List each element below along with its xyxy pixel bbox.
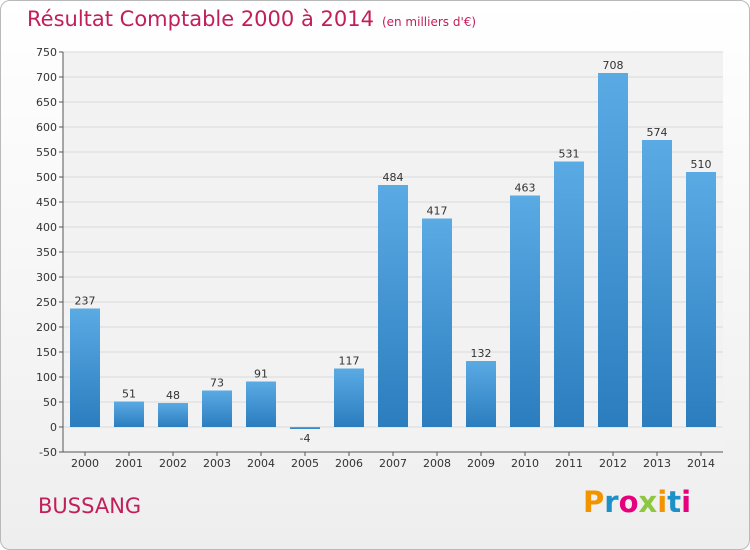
x-tick-label: 2006 [335, 457, 363, 470]
bar [290, 427, 320, 429]
chart-title: Résultat Comptable 2000 à 2014 (en millie… [27, 7, 477, 31]
bar [70, 308, 100, 427]
x-tick-label: 2002 [159, 457, 187, 470]
y-tick-label: 350 [36, 246, 57, 259]
data-label: 417 [427, 205, 448, 218]
y-tick-label: 500 [36, 171, 57, 184]
data-label: 237 [75, 295, 96, 308]
y-tick-label: 650 [36, 96, 57, 109]
logo-letter: i [681, 485, 692, 519]
bar [686, 172, 716, 427]
logo-letter: o [618, 485, 639, 519]
y-tick-label: 750 [36, 46, 57, 59]
y-tick-label: 50 [43, 396, 57, 409]
bar [114, 401, 144, 427]
data-label: 463 [515, 182, 536, 195]
y-tick-label: -50 [39, 446, 57, 459]
y-tick-label: 250 [36, 296, 57, 309]
data-label: 132 [471, 347, 492, 360]
bar [554, 161, 584, 427]
y-tick-label: 700 [36, 71, 57, 84]
y-tick-label: 100 [36, 371, 57, 384]
data-label: 117 [339, 355, 360, 368]
bar [422, 218, 452, 427]
logo-letter: i [657, 485, 668, 519]
y-tick-label: 600 [36, 121, 57, 134]
bar [158, 403, 188, 427]
x-tick-label: 2011 [555, 457, 583, 470]
data-label: 91 [254, 368, 268, 381]
y-tick-label: 0 [50, 421, 57, 434]
bar [378, 185, 408, 427]
x-tick-label: 2010 [511, 457, 539, 470]
data-label: 574 [647, 126, 668, 139]
x-tick-label: 2004 [247, 457, 275, 470]
data-label: 708 [603, 59, 624, 72]
bar [334, 368, 364, 427]
x-tick-label: 2008 [423, 457, 451, 470]
y-tick-label: 550 [36, 146, 57, 159]
x-tick-label: 2001 [115, 457, 143, 470]
data-label: 51 [122, 388, 136, 401]
bar [246, 381, 276, 427]
data-label: 510 [691, 158, 712, 171]
data-label: 48 [166, 389, 180, 402]
y-tick-label: 300 [36, 271, 57, 284]
x-tick-label: 2007 [379, 457, 407, 470]
bar [466, 361, 496, 427]
x-tick-label: 2013 [643, 457, 671, 470]
bar [598, 73, 628, 427]
data-label: 531 [559, 148, 580, 161]
data-label: 73 [210, 377, 224, 390]
data-label: -4 [300, 432, 311, 445]
chart-subtitle: (en milliers d'€) [381, 15, 477, 29]
y-tick-label: 200 [36, 321, 57, 334]
logo-letter: P [583, 485, 605, 519]
city-name: BUSSANG [38, 494, 142, 518]
y-tick-label: 450 [36, 196, 57, 209]
x-tick-label: 2003 [203, 457, 231, 470]
y-tick-label: 400 [36, 221, 57, 234]
x-tick-label: 2012 [599, 457, 627, 470]
x-tick-label: 2000 [71, 457, 99, 470]
x-tick-label: 2005 [291, 457, 319, 470]
logo-letter: r [604, 485, 619, 519]
x-tick-label: 2009 [467, 457, 495, 470]
data-label: 484 [383, 171, 404, 184]
bar [642, 140, 672, 427]
y-tick-label: 150 [36, 346, 57, 359]
proxiti-logo: Proxiti [583, 485, 691, 519]
logo-letter: t [667, 485, 682, 519]
bar [510, 195, 540, 427]
logo-letter: x [638, 485, 658, 519]
x-tick-label: 2014 [687, 457, 715, 470]
bar [202, 390, 232, 427]
